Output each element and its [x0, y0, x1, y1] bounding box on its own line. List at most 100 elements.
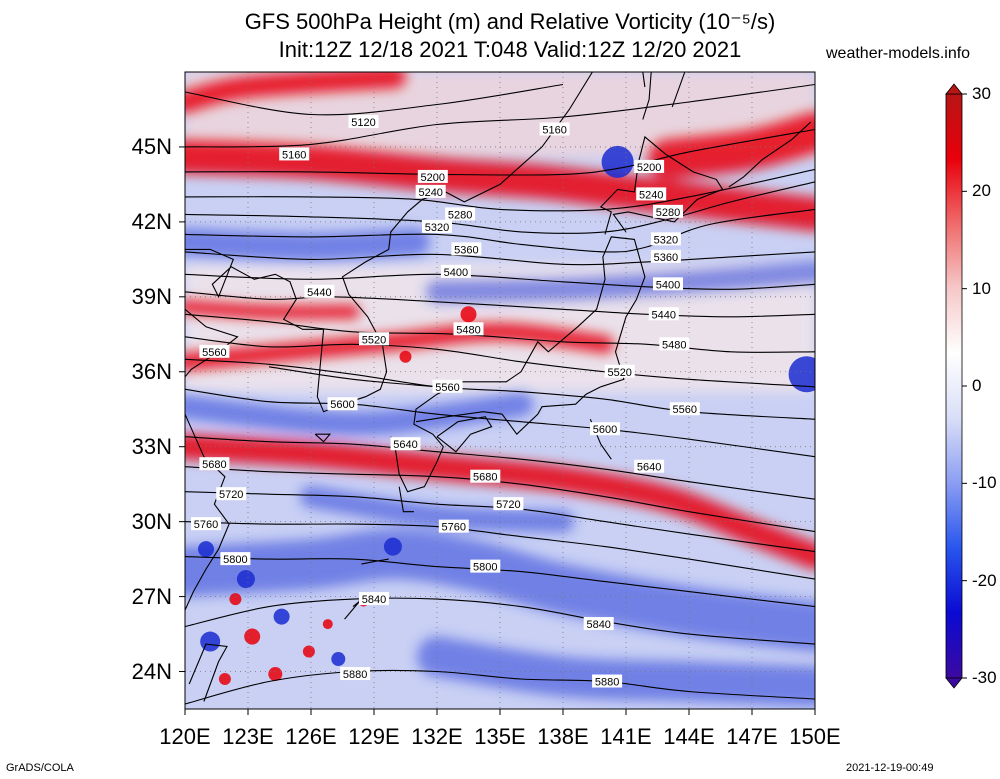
- positive-vorticity-band: [185, 139, 815, 232]
- contour-label-bg: [432, 379, 463, 393]
- contour-label: 5240: [418, 187, 442, 199]
- height-contour: [185, 336, 815, 388]
- contour-label: 5680: [202, 459, 226, 471]
- latitude-label: 39N: [131, 283, 172, 309]
- contour-label: 5240: [639, 189, 663, 201]
- negative-vorticity-band: [185, 227, 430, 261]
- height-contour: [185, 83, 815, 148]
- contour-label: 5760: [194, 519, 218, 531]
- height-contour: [185, 388, 815, 458]
- contour-label-bg: [453, 322, 484, 336]
- contour-label-bg: [359, 592, 389, 606]
- negative-vorticity-spot: [198, 541, 214, 558]
- coastline: [361, 558, 389, 565]
- contour-label: 5320: [654, 234, 678, 246]
- contour-label-bg: [634, 159, 665, 173]
- height-contour: [185, 313, 815, 353]
- contour-label: 5280: [656, 207, 680, 219]
- latitude-label: 30N: [131, 508, 172, 534]
- longitude-label: 150E: [789, 724, 841, 749]
- height-contour: [185, 436, 815, 500]
- contour-label: 5280: [448, 209, 472, 221]
- contour-label-bg: [669, 402, 700, 416]
- colorbar-label: 20: [972, 181, 991, 201]
- contour-label-bg: [636, 187, 667, 201]
- contour-label-bg: [304, 284, 335, 298]
- contour-label-bg: [438, 519, 469, 533]
- contour-label-bg: [445, 207, 476, 221]
- colorbar-label: -20: [972, 570, 997, 590]
- contour-label-bg: [604, 364, 635, 378]
- contour-label: 5600: [593, 424, 617, 436]
- contour-label: 5440: [307, 287, 331, 299]
- contour-label: 5880: [595, 677, 619, 689]
- latitude-label: 42N: [131, 208, 172, 234]
- footer-credit: GrADS/COLA: [6, 762, 74, 774]
- contour-label: 5840: [586, 619, 610, 631]
- contour-label-bg: [583, 617, 614, 631]
- contour-label-bg: [650, 249, 681, 263]
- coastline: [671, 72, 686, 108]
- coastline: [314, 433, 332, 443]
- contour-label: 5600: [330, 399, 354, 411]
- contour-label-bg: [493, 497, 524, 511]
- latitude-label: 33N: [131, 433, 172, 459]
- positive-vorticity-band: [185, 433, 815, 570]
- contour-label: 5640: [393, 439, 417, 451]
- contour-label-bg: [415, 184, 446, 198]
- contour-label-bg: [653, 277, 683, 291]
- negative-vorticity-spot: [273, 608, 290, 625]
- height-contour: [185, 83, 564, 116]
- contour-label: 5360: [654, 252, 678, 264]
- height-contour: [185, 181, 815, 234]
- height-contour: [185, 597, 815, 645]
- contour-label-bg: [653, 204, 683, 218]
- longitude-label: 141E: [600, 724, 652, 749]
- contour-label-bg: [440, 264, 471, 278]
- contour-label: 5480: [662, 339, 686, 351]
- latitude-label: 45N: [131, 133, 172, 159]
- contour-label-bg: [470, 559, 501, 573]
- contour-label-bg: [220, 552, 251, 566]
- contour-label-bg: [327, 397, 358, 411]
- colorbar-label: -30: [972, 668, 997, 687]
- contour-label: 5800: [223, 554, 247, 566]
- coastline: [599, 135, 724, 235]
- contour-label-bg: [650, 232, 681, 246]
- longitude-label: 135E: [474, 724, 526, 749]
- colorbar-label: 0: [972, 376, 982, 395]
- contour-label-bg: [659, 337, 690, 351]
- colorbar-label: -10: [972, 473, 997, 493]
- contour-label-bg: [592, 674, 623, 688]
- longitude-label: 138E: [537, 724, 589, 749]
- contour-label: 5640: [637, 462, 661, 474]
- contour-label: 5520: [607, 367, 631, 379]
- chart-subtitle: Init:12Z 12/18 2021 T:048 Valid:12Z 12/2…: [278, 37, 742, 62]
- longitude-label: 132E: [411, 724, 463, 749]
- negative-vorticity-band: [185, 392, 533, 436]
- coastline: [415, 386, 602, 436]
- contour-label: 5680: [473, 472, 497, 484]
- contour-label-bg: [348, 114, 379, 128]
- positive-vorticity-band: [648, 112, 815, 180]
- site-name: weather-models.info: [826, 45, 971, 62]
- colorbar-label: 30: [972, 84, 991, 103]
- colorbar-body: [945, 93, 963, 679]
- coastline: [642, 72, 652, 120]
- contour-label: 5200: [421, 172, 445, 184]
- contour-label: 5400: [656, 279, 680, 291]
- colorbar-min-arrow: [945, 677, 963, 689]
- chart-title: GFS 500hPa Height (m) and Relative Vorti…: [244, 9, 776, 34]
- height-contour: [185, 291, 815, 318]
- contour-label-bg: [539, 122, 570, 136]
- contour-label-bg: [451, 242, 482, 256]
- latitude-label: 27N: [131, 583, 172, 609]
- height-contour: [185, 521, 815, 580]
- positive-vorticity-band: [185, 322, 614, 371]
- contour-label-bg: [417, 169, 448, 183]
- contour-label-bg: [648, 307, 679, 321]
- negative-vorticity-spot: [788, 356, 815, 393]
- contour-label: 5560: [435, 382, 459, 394]
